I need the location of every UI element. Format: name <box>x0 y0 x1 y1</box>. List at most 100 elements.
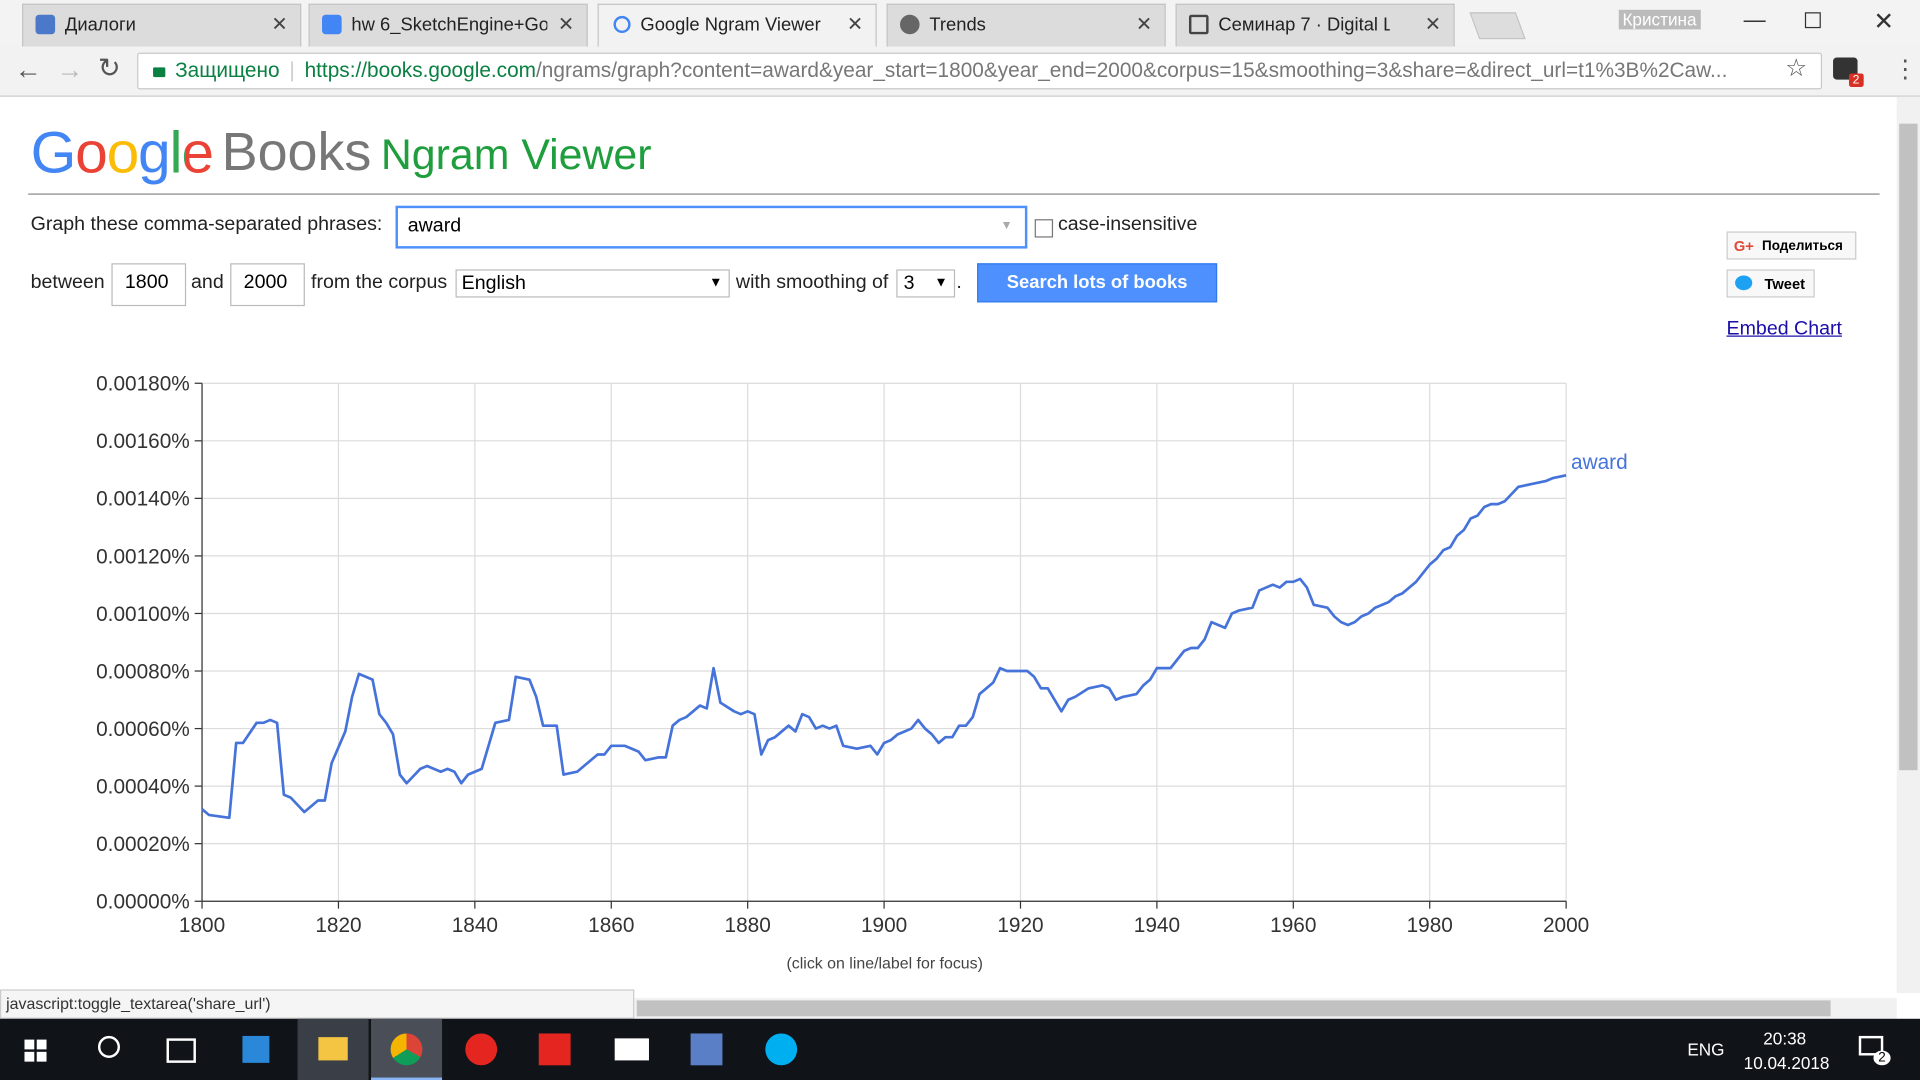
tab[interactable]: hw 6_SketchEngine+Goo ✕ <box>308 3 588 47</box>
corpus-select[interactable]: English ▼ <box>455 269 730 298</box>
decoration <box>390 1033 423 1066</box>
x-tick-label: 1920 <box>997 914 1043 937</box>
decoration: G+ <box>1733 237 1754 255</box>
series-line <box>201 474 1567 820</box>
back[interactable]: ← <box>14 53 42 85</box>
tab-icon <box>900 14 920 35</box>
series-label: award <box>1571 451 1628 474</box>
tab[interactable]: Trends ✕ <box>886 3 1166 47</box>
x-tick-label: 1960 <box>1270 914 1316 937</box>
case-checkbox[interactable] <box>1034 219 1054 238</box>
task-view[interactable] <box>166 1038 196 1063</box>
y-tick-label: 0.00060% <box>96 718 190 741</box>
tab-close[interactable]: ✕ <box>271 14 288 36</box>
y-tick-label: 0.00080% <box>96 660 190 683</box>
tab-strip: Диалоги ✕ hw 6_SketchEngine+Goo ✕ Google N… <box>0 0 1920 47</box>
decoration: | <box>289 58 295 83</box>
bookmark-star[interactable]: ☆ <box>1785 55 1808 83</box>
close-window[interactable]: ✕ <box>1873 8 1894 36</box>
logo-google: Google <box>30 121 214 187</box>
share-button[interactable]: G+ Поделиться <box>1726 231 1857 260</box>
store-app[interactable] <box>242 1035 270 1063</box>
language[interactable]: ENG <box>1687 1039 1725 1060</box>
tab-title: Семинар 7 · Digital Liter <box>1218 14 1389 36</box>
notification-count: 2 <box>1873 1050 1891 1066</box>
corpus-label: from the corpus <box>311 271 448 293</box>
url-host: https://books.google.com <box>304 58 537 83</box>
tab[interactable]: Семинар 7 · Digital Liter ✕ <box>1175 3 1455 47</box>
tab-title: Trends <box>929 14 986 36</box>
lock-icon <box>153 67 166 78</box>
clock-date[interactable]: 10.04.2018 <box>1743 1053 1830 1073</box>
tab-title: Диалоги <box>64 14 136 36</box>
y-tick-label: 0.00140% <box>96 488 190 511</box>
notifications[interactable] <box>1858 1035 1884 1056</box>
x-tick-label: 2000 <box>1543 914 1589 937</box>
start-button[interactable] <box>24 1039 47 1062</box>
chrome-app[interactable] <box>371 1018 443 1080</box>
divider <box>28 193 1880 195</box>
tab[interactable]: Google Ngram Viewer ✕ <box>597 3 877 47</box>
decoration <box>318 1037 348 1061</box>
y-tick-label: 0.00100% <box>96 603 190 626</box>
year-end-input[interactable]: 2000 <box>230 263 305 307</box>
search-button[interactable] <box>97 1035 120 1058</box>
between-label: between <box>30 271 105 293</box>
and-label: and <box>191 271 224 293</box>
clock-time[interactable]: 20:38 <box>1763 1028 1807 1049</box>
restore[interactable] <box>1804 12 1821 29</box>
year-start-input[interactable]: 1800 <box>111 263 187 307</box>
y-tick-label: 0.00020% <box>96 833 190 856</box>
extension-badge: 2 <box>1848 73 1864 87</box>
explorer-app[interactable] <box>297 1018 369 1080</box>
reload[interactable]: ↻ <box>97 52 121 84</box>
tab-icon <box>322 14 342 35</box>
chart-hint: (click on line/label for focus) <box>786 953 983 973</box>
profile-name[interactable]: Кристина <box>1618 9 1701 30</box>
tab-close[interactable]: ✕ <box>1424 14 1442 36</box>
yandex-app[interactable] <box>538 1033 571 1066</box>
menu[interactable]: ⋮ <box>1893 56 1918 84</box>
tab-close[interactable]: ✕ <box>1135 14 1153 36</box>
vertical-scrollbar[interactable] <box>1896 96 1920 994</box>
tab[interactable]: Диалоги ✕ <box>22 3 302 47</box>
yandex-browser[interactable] <box>465 1033 498 1066</box>
toolbar: ← → ↻ Защищено | https://books.google.com/… <box>0 46 1920 97</box>
y-tick-label: 0.00040% <box>96 775 190 798</box>
x-tick-label: 1840 <box>452 914 498 937</box>
status-bar: javascript:toggle_textarea('share_url') <box>0 989 635 1019</box>
chart: 0.00000% 0.00020% 0.00040% 0.00060% 0.00080%… <box>96 373 1628 937</box>
y-tick-label: 0.00160% <box>96 430 190 453</box>
case-label: case-insensitive <box>1057 214 1198 236</box>
decoration: ▼ <box>934 275 948 291</box>
tweet-button[interactable]: Tweet <box>1726 269 1815 298</box>
minimize[interactable]: — <box>1743 7 1766 32</box>
secure-label: Защищено <box>175 58 280 83</box>
tab-close[interactable]: ✕ <box>846 14 864 36</box>
tab-close[interactable]: ✕ <box>557 14 575 36</box>
taskbar: ENG 20:38 10.04.2018 2 <box>0 1018 1920 1080</box>
forward[interactable]: → <box>56 53 84 85</box>
x-tick-label: 1820 <box>315 914 361 937</box>
scroll-thumb[interactable] <box>636 1000 1831 1017</box>
x-tick-label: 1900 <box>861 914 907 937</box>
search-button[interactable]: Search lots of books <box>977 263 1218 303</box>
embed-link[interactable]: Embed Chart <box>1726 318 1842 340</box>
skype-app[interactable] <box>765 1033 798 1066</box>
smoothing-select[interactable]: 3 ▼ <box>896 269 956 298</box>
x-tick-label: 1980 <box>1407 914 1453 937</box>
mail-app[interactable] <box>614 1038 649 1061</box>
tab-title: hw 6_SketchEngine+Goo <box>351 14 548 36</box>
corpus-value: English <box>461 273 526 294</box>
share-label: Поделиться <box>1762 238 1843 254</box>
tab-title: Google Ngram Viewer <box>640 14 821 36</box>
x-tick-label: 1880 <box>725 914 771 937</box>
omnibox[interactable]: Защищено | https://books.google.com/ngrams… <box>137 52 1823 90</box>
phrases-label: Graph these comma-separated phrases: <box>30 214 383 236</box>
scroll-thumb[interactable] <box>1899 123 1918 771</box>
phrase-input[interactable]: award ▼ <box>395 205 1028 249</box>
reader-app[interactable] <box>690 1033 723 1066</box>
x-tick-label: 1860 <box>588 914 634 937</box>
tab-icon <box>1188 14 1209 35</box>
